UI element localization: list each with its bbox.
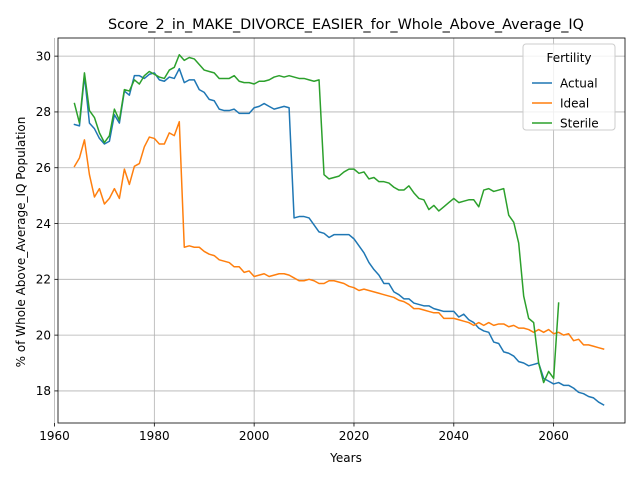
legend-items: Actual Ideal Sterile bbox=[532, 76, 599, 130]
y-tick-label: 24 bbox=[36, 217, 51, 231]
plot-frame bbox=[57, 37, 626, 424]
x-tick-label: 2060 bbox=[538, 429, 569, 443]
y-tick-label: 28 bbox=[36, 105, 51, 119]
legend-title: Fertility bbox=[546, 51, 591, 65]
series-lines bbox=[73, 53, 605, 406]
legend: Fertility Actual Ideal Sterile bbox=[522, 43, 616, 131]
y-tick-label: 26 bbox=[36, 161, 51, 175]
y-tick-label: 30 bbox=[36, 49, 51, 63]
series-line-sterile bbox=[73, 53, 560, 384]
legend-label-sterile: Sterile bbox=[560, 116, 599, 130]
series-line-ideal bbox=[73, 120, 605, 350]
y-tick-label: 22 bbox=[36, 273, 51, 287]
x-tick-label: 2020 bbox=[339, 429, 370, 443]
legend-label-ideal: Ideal bbox=[560, 96, 589, 110]
y-tick-label: 20 bbox=[36, 328, 51, 342]
x-axis-label: Years bbox=[329, 451, 362, 465]
x-tick-label: 2000 bbox=[239, 429, 270, 443]
x-tick-label: 1960 bbox=[39, 429, 70, 443]
axis-ticks: 1960 1980 2000 2020 2040 2060 18 20 22 24 26 28 30 bbox=[36, 49, 569, 443]
x-tick-label: 2040 bbox=[439, 429, 470, 443]
legend-label-actual: Actual bbox=[560, 76, 598, 90]
y-axis-label: % of Whole Above_Average_IQ Population bbox=[14, 117, 28, 368]
legend-box bbox=[522, 43, 616, 131]
series-line-actual bbox=[73, 67, 605, 406]
chart-title: Score_2_in_MAKE_DIVORCE_EASIER_for_Whole… bbox=[108, 17, 584, 33]
x-tick-label: 1980 bbox=[139, 429, 170, 443]
y-tick-label: 18 bbox=[36, 384, 51, 398]
